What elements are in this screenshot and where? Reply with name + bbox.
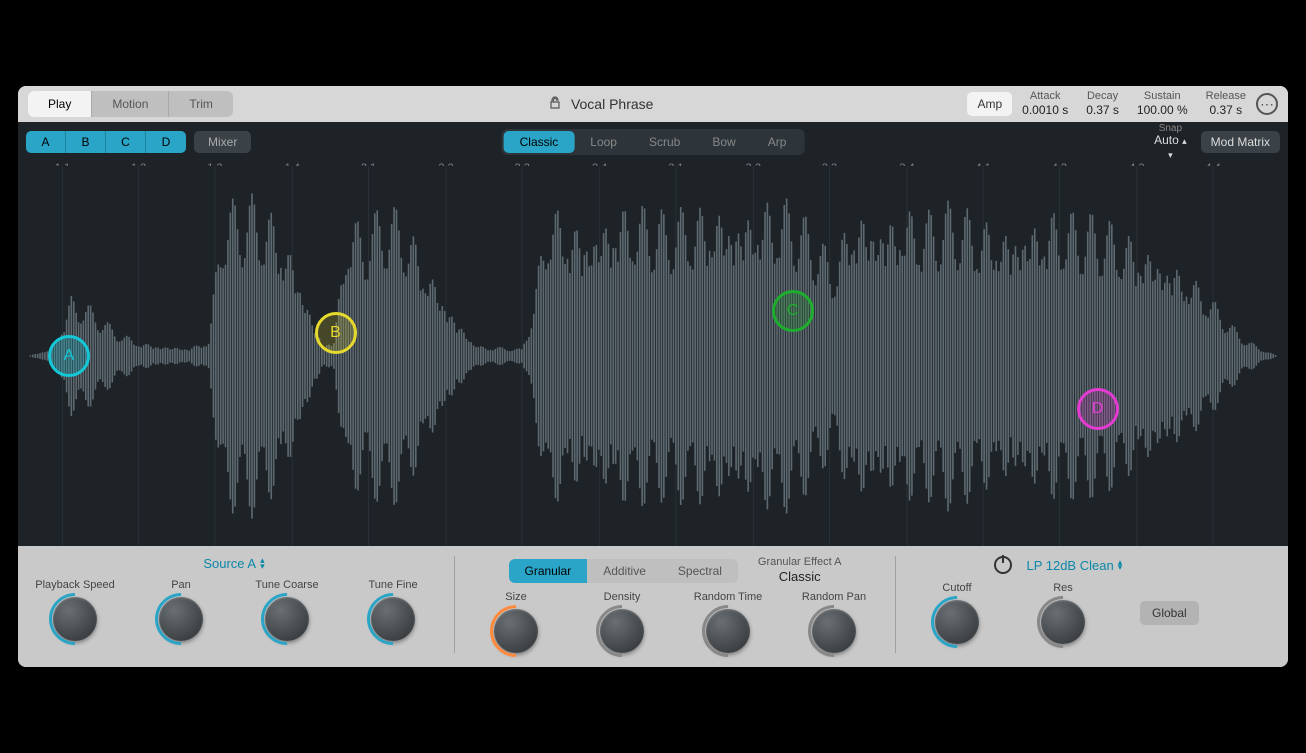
bottom-controls: Source A ▴▾ Playback Speed Pan Tune Coar… (18, 546, 1288, 667)
knob-tune-fine[interactable]: Tune Fine (354, 579, 432, 641)
source-tab-b[interactable]: B (66, 131, 106, 153)
knob-density[interactable]: Density (583, 591, 661, 653)
more-menu-icon[interactable]: ⋯ (1256, 93, 1278, 115)
source-section: Source A ▴▾ Playback Speed Pan Tune Coar… (36, 556, 432, 653)
synth-header: Granular Additive Spectral Granular Effe… (509, 556, 842, 585)
synth-tab-granular[interactable]: Granular (509, 559, 588, 583)
synth-tab-additive[interactable]: Additive (587, 559, 662, 583)
topbar: Play Motion Trim Vocal Phrase Amp Attack… (18, 86, 1288, 122)
chevron-updown-icon: ▴▾ (260, 558, 265, 569)
mode-classic[interactable]: Classic (504, 131, 575, 153)
tab-motion[interactable]: Motion (92, 91, 169, 117)
env-attack[interactable]: Attack 0.0010 s (1022, 90, 1068, 119)
divider (454, 556, 455, 653)
mod-matrix-button[interactable]: Mod Matrix (1201, 131, 1280, 153)
chevron-updown-icon: ▴▾ (1118, 560, 1123, 571)
source-tab-c[interactable]: C (106, 131, 146, 153)
preset-display[interactable]: Vocal Phrase (243, 95, 958, 114)
effect-selector[interactable]: Granular Effect A Classic (758, 556, 842, 585)
knob-random-pan[interactable]: Random Pan (795, 591, 873, 653)
source-knob-row: Playback Speed Pan Tune Coarse Tune Fine (36, 579, 432, 641)
marker-d[interactable]: D (1077, 388, 1119, 430)
knob-res[interactable]: Res (1024, 582, 1102, 644)
mixer-tab[interactable]: Mixer (194, 131, 251, 153)
envelope-params: Attack 0.0010 s Decay 0.37 s Sustain 100… (1022, 90, 1246, 119)
filter-header: LP 12dB Clean ▴▾ (994, 556, 1122, 574)
preset-name: Vocal Phrase (571, 96, 654, 112)
amp-button[interactable]: Amp (967, 92, 1012, 116)
env-decay[interactable]: Decay 0.37 s (1086, 90, 1119, 119)
synth-tab-group: Granular Additive Spectral (509, 559, 738, 583)
filter-knob-row: Cutoff Res Global (918, 582, 1199, 644)
filter-type-selector[interactable]: LP 12dB Clean ▴▾ (1026, 558, 1122, 573)
timeline-ruler: 1 11 21 31 42 12 22 32 43 13 23 33 44 14… (18, 156, 1288, 166)
marker-a[interactable]: A (48, 335, 90, 377)
knob-cutoff[interactable]: Cutoff (918, 582, 996, 644)
waveform-area[interactable]: A B C D (18, 166, 1288, 546)
playback-mode-group: Classic Loop Scrub Bow Arp (502, 129, 805, 155)
waveform-panel: A B C D Mixer Classic Loop Scrub Bow Arp… (18, 122, 1288, 546)
mode-scrub[interactable]: Scrub (633, 131, 696, 153)
secondary-bar: A B C D Mixer Classic Loop Scrub Bow Arp… (18, 122, 1288, 156)
tab-play[interactable]: Play (28, 91, 92, 117)
waveform-svg (18, 166, 1288, 546)
filter-section: LP 12dB Clean ▴▾ Cutoff Res Global (918, 556, 1199, 653)
unlock-icon (547, 95, 563, 114)
marker-b[interactable]: B (315, 312, 357, 354)
tab-trim[interactable]: Trim (169, 91, 233, 117)
source-tab-d[interactable]: D (146, 131, 186, 153)
mode-bow[interactable]: Bow (696, 131, 751, 153)
marker-c[interactable]: C (772, 290, 814, 332)
source-tab-group: A B C D (26, 131, 186, 153)
divider (895, 556, 896, 653)
knob-random-time[interactable]: Random Time (689, 591, 767, 653)
synth-section: Granular Additive Spectral Granular Effe… (477, 556, 873, 653)
knob-playback-speed[interactable]: Playback Speed (36, 579, 114, 641)
source-tab-a[interactable]: A (26, 131, 66, 153)
filter-power-button[interactable] (994, 556, 1012, 574)
view-tab-group: Play Motion Trim (28, 91, 233, 117)
global-button[interactable]: Global (1140, 601, 1199, 625)
plugin-window: Play Motion Trim Vocal Phrase Amp Attack… (18, 86, 1288, 667)
source-selector[interactable]: Source A ▴▾ (203, 556, 264, 571)
mode-arp[interactable]: Arp (752, 131, 803, 153)
knob-size[interactable]: Size (477, 591, 555, 653)
knob-pan[interactable]: Pan (142, 579, 220, 641)
synth-tab-spectral[interactable]: Spectral (662, 559, 738, 583)
env-release[interactable]: Release 0.37 s (1206, 90, 1246, 119)
env-sustain[interactable]: Sustain 100.00 % (1137, 90, 1188, 119)
mode-loop[interactable]: Loop (574, 131, 633, 153)
knob-tune-coarse[interactable]: Tune Coarse (248, 579, 326, 641)
synth-knob-row: Size Density Random Time Random Pan (477, 591, 873, 653)
